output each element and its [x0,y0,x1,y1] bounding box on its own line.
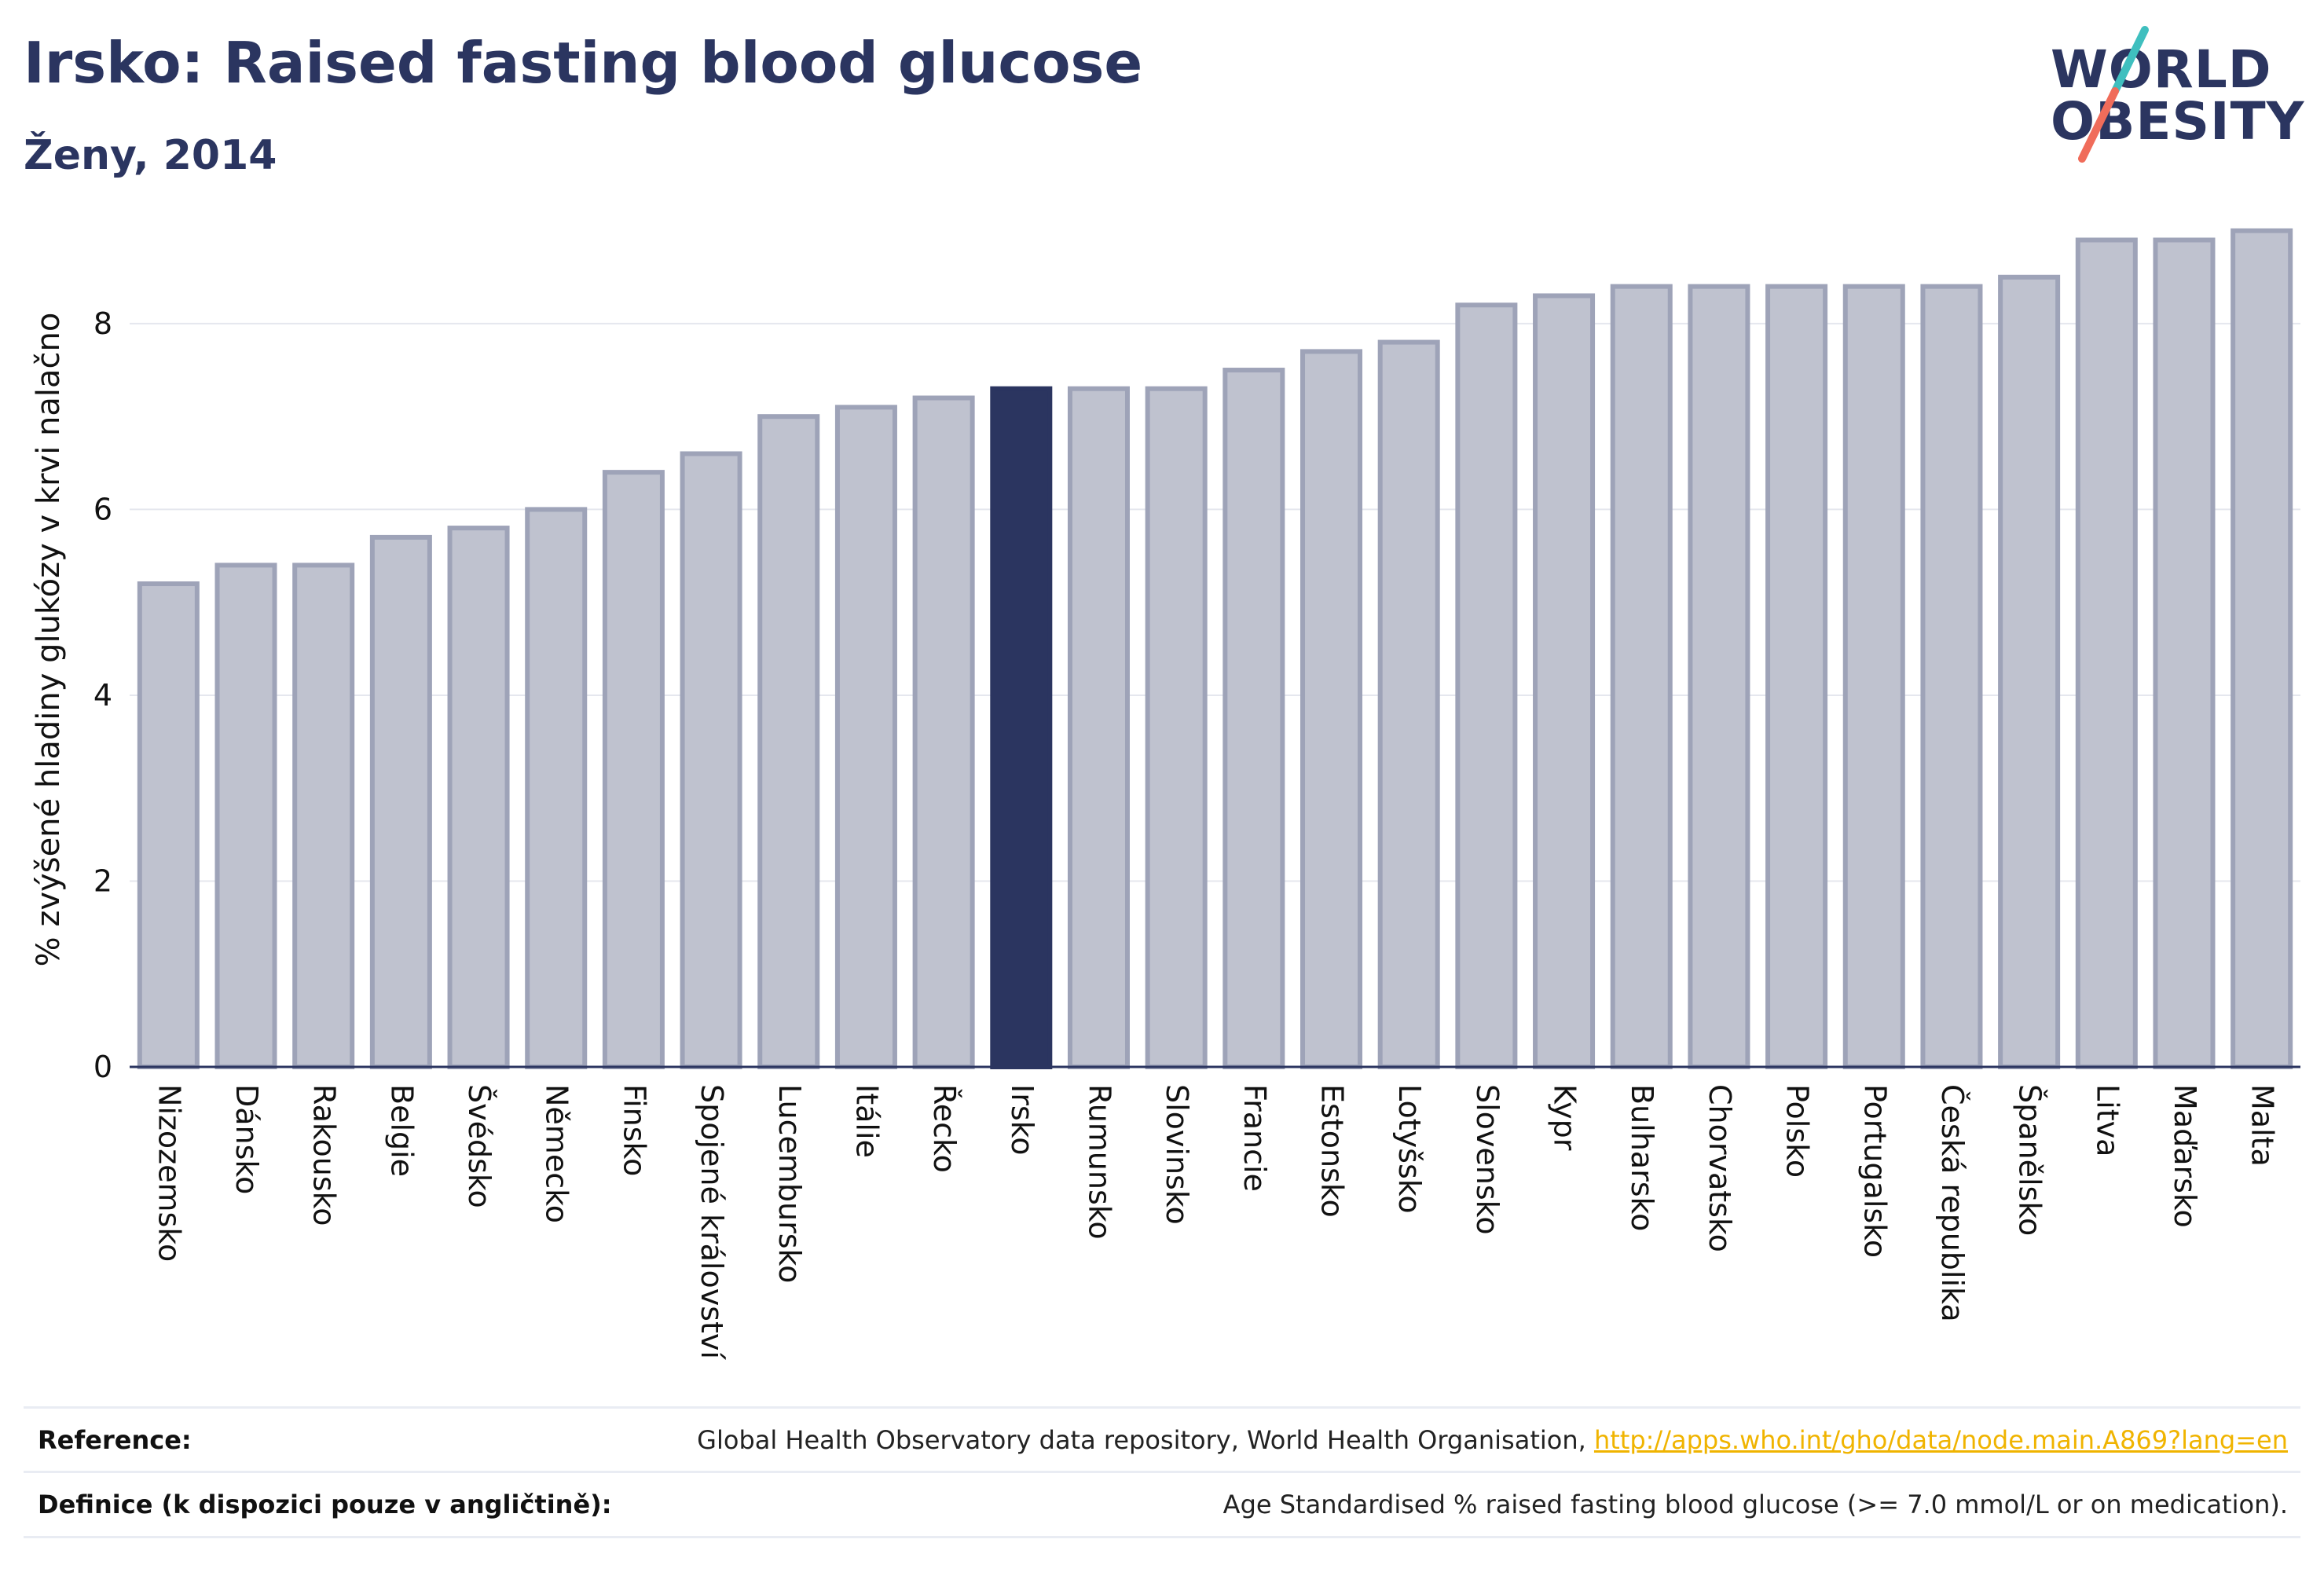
bar [292,563,355,1069]
x-tick-label: Bulharsko [1625,1084,1659,1231]
bar [1688,284,1750,1069]
x-tick-label: Lotyšsko [1392,1084,1427,1214]
bar [369,534,432,1070]
bar [1377,339,1440,1069]
bar [2231,228,2293,1069]
x-tick-label: Itálie [849,1084,884,1158]
bar [602,470,665,1069]
y-axis-label: % zvýšené hladiny glukózy v krvi nalačno [31,313,67,967]
reference-link[interactable]: http://apps.who.int/gho/data/node.main.A… [1593,1425,2288,1455]
bar [137,581,200,1069]
bar [2153,237,2216,1069]
bar [834,405,897,1069]
x-tick-label: Slovinsko [1160,1084,1194,1225]
reference-text: Global Health Observatory data repositor… [697,1425,1586,1455]
x-tick-label: Maďarsko [2168,1084,2202,1228]
x-tick-label: Litva [2090,1084,2124,1156]
bar [757,414,820,1070]
x-tick-label: Dánsko [229,1084,264,1194]
bar-highlight [990,386,1053,1069]
x-tick-label: Lucembursko [772,1084,807,1283]
x-tick-label: Kypr [1548,1084,1582,1151]
y-tick-label: 0 [93,1050,112,1084]
bar [1067,386,1130,1069]
bar [447,526,510,1069]
x-tick-label: Francie [1237,1084,1272,1192]
bar [214,563,277,1069]
x-tick-label: Irsko [1005,1084,1039,1156]
x-tick-label: Rakousko [307,1084,342,1226]
world-obesity-logo: WORLD OBESITY [2051,24,2310,165]
reference-value: Global Health Observatory data repositor… [697,1425,2300,1455]
x-tick-label: Slovensko [1470,1084,1505,1235]
x-tick-label: Estonsko [1315,1084,1350,1218]
x-tick-label: Německo [540,1084,574,1223]
definition-label: Definice (k dispozici pouze v angličtině… [38,1490,612,1519]
x-tick-label: Španělsko [2013,1084,2047,1236]
y-tick-label: 8 [93,306,112,341]
y-tick-label: 2 [93,863,112,898]
x-tick-label: Chorvatsko [1703,1084,1737,1252]
x-tick-label: Portugalsko [1857,1084,1892,1258]
x-tick-label: Nizozemsko [152,1084,186,1262]
bar [1998,274,2061,1070]
logo-text-world: WORLD [2051,39,2272,100]
x-tick-label: Malta [2245,1084,2280,1167]
chart-title: Irsko: Raised fasting blood glucose [24,30,1143,96]
bar [1300,349,1363,1070]
x-tick-label: Česká republika [1935,1084,1970,1322]
bar [1610,284,1673,1069]
y-tick-label: 6 [93,492,112,526]
x-tick-label: Belgie [384,1084,419,1177]
x-tick-label: Spojené království [695,1084,729,1360]
bar [1533,293,1596,1070]
x-tick-label: Rumunsko [1082,1084,1116,1240]
x-tick-label: Polsko [1780,1084,1815,1178]
reference-label: Reference: [38,1425,192,1455]
x-tick-label: Řecko [927,1084,962,1173]
bar [1920,284,1983,1069]
bar [912,395,975,1069]
chart-subtitle: Ženy, 2014 [24,132,277,179]
bar-chart: 0 2 4 6 8 Nizozemsko Dánsko Rakousko Belgie Švéds… [31,228,2300,1360]
x-tick-label: Finsko [617,1084,651,1176]
x-tick-label: Švédsko [462,1084,497,1208]
bar [525,507,588,1070]
bar [1222,368,1285,1070]
y-tick-label: 4 [93,678,112,713]
bar [2075,237,2138,1069]
definition-value: Age Standardised % raised fasting blood … [1222,1490,2288,1519]
logo-slash-icon [2078,26,2149,163]
bar [1842,284,1905,1069]
bar [680,451,742,1069]
bar [1455,302,1518,1069]
bar [1145,386,1208,1069]
definition-row: Definice (k dispozici pouze v angličtině… [24,1471,2300,1538]
reference-row: Reference: Global Health Observatory dat… [24,1406,2300,1472]
bar [1765,284,1828,1069]
